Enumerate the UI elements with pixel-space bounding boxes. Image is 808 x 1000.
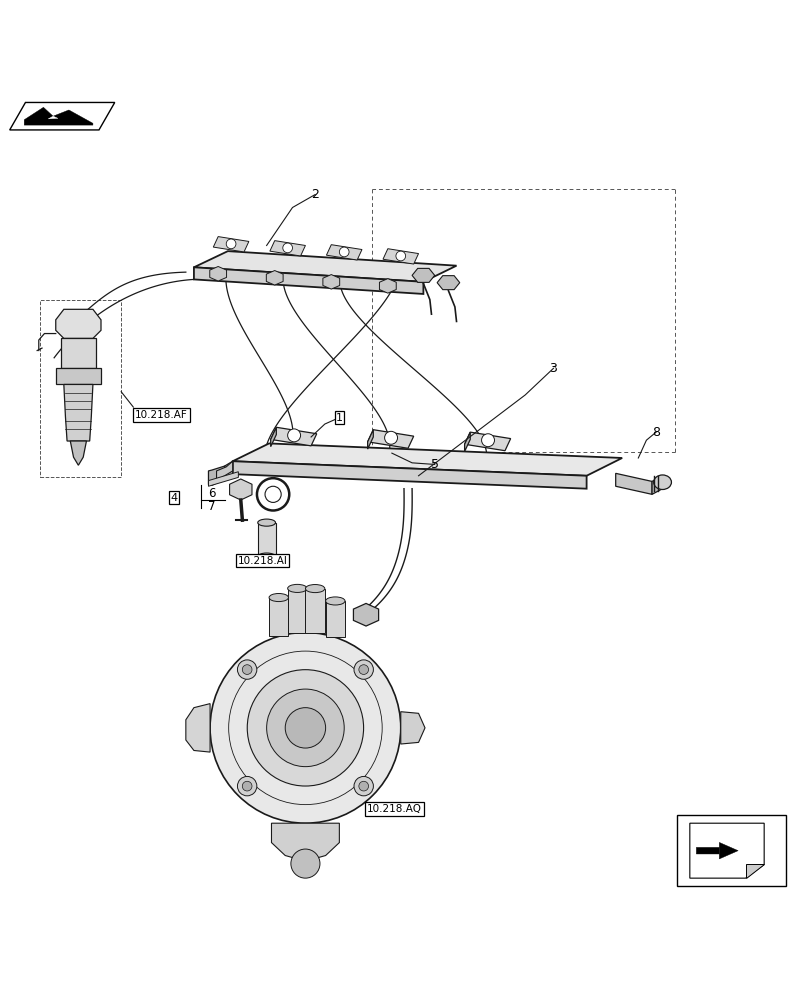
Circle shape xyxy=(238,660,257,679)
Polygon shape xyxy=(225,461,233,479)
Polygon shape xyxy=(271,427,317,446)
Ellipse shape xyxy=(258,553,276,560)
Bar xyxy=(677,815,786,886)
Polygon shape xyxy=(208,466,225,485)
Circle shape xyxy=(354,660,373,679)
Text: 10.218.AQ: 10.218.AQ xyxy=(367,804,422,814)
Polygon shape xyxy=(746,864,764,878)
Polygon shape xyxy=(194,267,423,294)
Circle shape xyxy=(242,665,252,674)
Polygon shape xyxy=(652,476,663,494)
Polygon shape xyxy=(64,384,93,441)
Text: 8: 8 xyxy=(652,426,660,439)
Polygon shape xyxy=(323,275,339,289)
Polygon shape xyxy=(616,473,652,494)
Circle shape xyxy=(285,708,326,748)
Polygon shape xyxy=(208,472,238,486)
Polygon shape xyxy=(353,603,379,626)
Text: 6: 6 xyxy=(208,487,216,500)
Polygon shape xyxy=(10,102,115,130)
Polygon shape xyxy=(326,601,345,637)
Polygon shape xyxy=(465,432,470,452)
Polygon shape xyxy=(271,427,276,447)
Circle shape xyxy=(482,434,494,447)
Text: 10.218.AI: 10.218.AI xyxy=(238,556,288,566)
Polygon shape xyxy=(61,338,96,368)
Text: 7: 7 xyxy=(208,500,216,513)
Polygon shape xyxy=(56,309,101,338)
Circle shape xyxy=(238,776,257,796)
Polygon shape xyxy=(258,523,276,557)
Circle shape xyxy=(283,243,292,253)
Polygon shape xyxy=(269,598,288,636)
Polygon shape xyxy=(465,432,511,451)
Polygon shape xyxy=(326,245,362,260)
Circle shape xyxy=(267,689,344,767)
Polygon shape xyxy=(380,279,396,293)
Bar xyxy=(40,300,121,477)
Circle shape xyxy=(359,781,368,791)
Circle shape xyxy=(288,429,301,442)
Polygon shape xyxy=(186,704,210,752)
Circle shape xyxy=(226,239,236,249)
Circle shape xyxy=(339,247,349,257)
Polygon shape xyxy=(437,276,460,290)
Ellipse shape xyxy=(258,519,276,526)
Ellipse shape xyxy=(305,585,325,593)
Polygon shape xyxy=(24,107,93,125)
Polygon shape xyxy=(210,266,226,281)
Ellipse shape xyxy=(654,475,671,489)
Text: 4: 4 xyxy=(170,493,177,503)
Polygon shape xyxy=(690,823,764,878)
Text: 3: 3 xyxy=(549,362,558,375)
Circle shape xyxy=(242,781,252,791)
Polygon shape xyxy=(213,237,249,252)
Ellipse shape xyxy=(326,597,345,605)
Circle shape xyxy=(359,665,368,674)
Polygon shape xyxy=(229,479,252,500)
Circle shape xyxy=(396,251,406,261)
Text: 1: 1 xyxy=(336,413,343,423)
Ellipse shape xyxy=(288,584,307,592)
Circle shape xyxy=(385,431,398,444)
Circle shape xyxy=(291,849,320,878)
Polygon shape xyxy=(288,588,307,633)
Polygon shape xyxy=(271,823,339,861)
Polygon shape xyxy=(70,441,86,465)
Polygon shape xyxy=(412,268,435,282)
Text: 10.218.AF: 10.218.AF xyxy=(135,410,188,420)
Polygon shape xyxy=(696,842,739,859)
Polygon shape xyxy=(48,116,58,119)
Text: 5: 5 xyxy=(431,458,439,471)
Polygon shape xyxy=(233,443,622,476)
Circle shape xyxy=(354,776,373,796)
Polygon shape xyxy=(368,430,414,448)
Polygon shape xyxy=(270,241,305,256)
Polygon shape xyxy=(217,461,233,481)
Polygon shape xyxy=(368,430,373,449)
Ellipse shape xyxy=(269,593,288,602)
Polygon shape xyxy=(383,249,419,264)
Circle shape xyxy=(210,633,401,823)
Polygon shape xyxy=(401,712,425,744)
Polygon shape xyxy=(233,461,587,489)
Polygon shape xyxy=(194,251,457,282)
Polygon shape xyxy=(56,368,101,384)
Text: 2: 2 xyxy=(311,188,319,201)
Polygon shape xyxy=(305,589,325,633)
Polygon shape xyxy=(267,271,283,285)
Circle shape xyxy=(247,670,364,786)
